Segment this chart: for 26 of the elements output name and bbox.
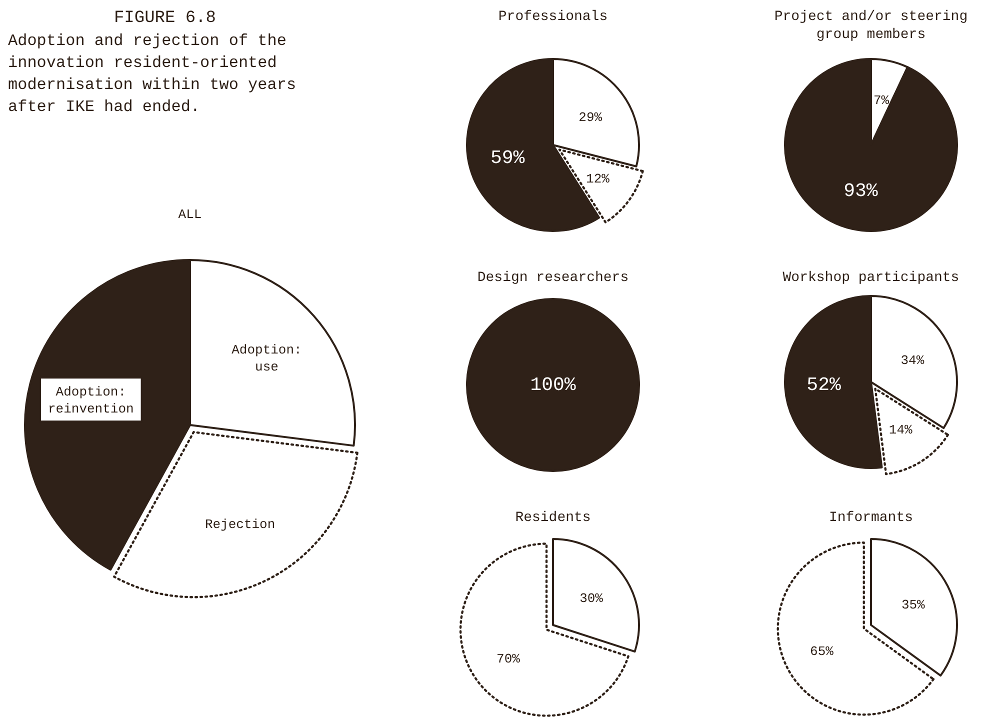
data-label: 35% <box>901 598 926 613</box>
data-label: 7% <box>874 92 890 108</box>
chart-title: Informants <box>828 510 914 526</box>
chart-title: Workshop participants <box>782 270 960 286</box>
pie-slice <box>784 58 958 232</box>
chart-title: ALL <box>178 207 202 222</box>
data-label: 52% <box>806 374 842 396</box>
data-label: 30% <box>580 591 604 606</box>
slice-label: Adoption: reinvention <box>48 384 134 417</box>
data-label: 65% <box>810 644 834 660</box>
slice-label: Rejection <box>204 516 276 532</box>
slice-label: Adoption: use <box>232 342 302 374</box>
chart-title: Professionals <box>498 9 608 25</box>
data-label: 34% <box>900 353 924 368</box>
text: Adoption and rejection of the innovation resident-oriented modernisation within two years after IKE had ended. <box>8 32 296 116</box>
data-label: 93% <box>844 180 878 202</box>
chart-title: Residents <box>515 510 591 526</box>
data-label: 12% <box>586 172 610 187</box>
caption: FIGURE 6.8 <box>114 9 216 28</box>
data-label: 70% <box>496 652 520 667</box>
data-label: 14% <box>888 422 913 438</box>
data-label: 100% <box>530 374 576 396</box>
chart-title: Design researchers <box>477 270 629 286</box>
data-label: 59% <box>490 147 526 170</box>
data-label: 29% <box>578 110 602 126</box>
chart-title: Project and/or steering group members <box>774 9 968 43</box>
